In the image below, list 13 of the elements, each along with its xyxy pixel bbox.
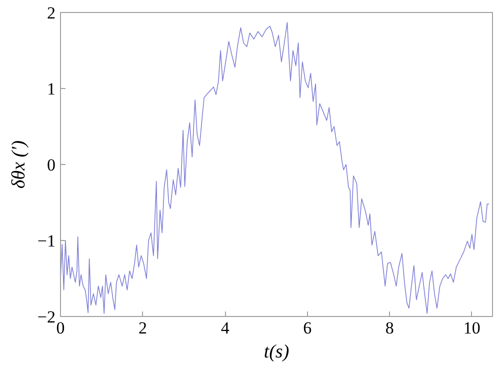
y-tick-label: 2 [47, 4, 56, 22]
x-axis-title: t(s) [264, 342, 290, 362]
y-tick-label: −1 [37, 232, 56, 250]
x-tick-label: 4 [220, 318, 230, 338]
x-tick-label: 10 [463, 318, 480, 338]
line-series [60, 22, 490, 314]
x-tick-label: 6 [303, 318, 312, 338]
y-tick-label: −2 [37, 308, 56, 326]
x-tick-label: 8 [385, 318, 394, 338]
y-axis-title: δθx (′) [8, 140, 30, 189]
y-tick-label: 0 [47, 156, 56, 174]
y-tick-label: 1 [47, 80, 56, 98]
x-tick-label: 2 [138, 318, 148, 338]
